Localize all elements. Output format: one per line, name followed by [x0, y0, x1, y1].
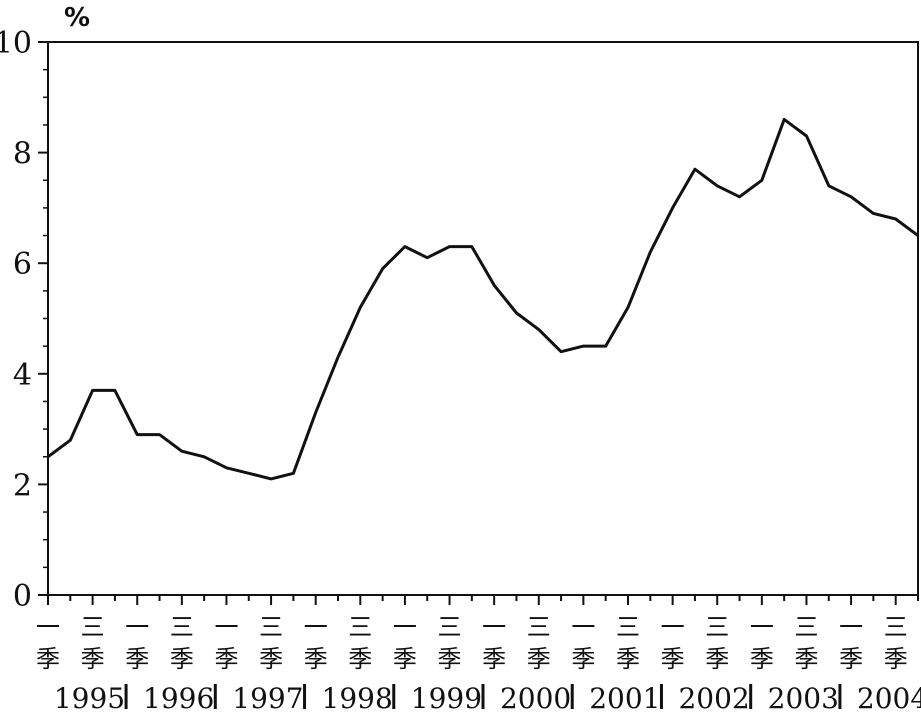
season-label: 季 — [884, 645, 908, 673]
y-tick-label: 2 — [13, 468, 32, 503]
year-label: 2000 — [500, 682, 571, 712]
year-label: 1997 — [232, 682, 303, 712]
quarter-label: 三 — [884, 613, 908, 641]
quarter-label: 三 — [705, 613, 729, 641]
season-label: 季 — [571, 645, 595, 673]
season-label: 季 — [304, 645, 328, 673]
season-label: 季 — [81, 645, 105, 673]
plot-area: 0246810一季三季一季三季一季三季一季三季一季三季一季三季一季三季一季三季一… — [0, 26, 921, 712]
quarter-label: 一 — [36, 613, 60, 641]
quarter-label: 三 — [170, 613, 194, 641]
y-tick-label: 4 — [13, 358, 32, 393]
quarter-label: 一 — [571, 613, 595, 641]
season-label: 季 — [438, 645, 462, 673]
y-tick-label: 8 — [13, 137, 32, 172]
y-unit-label: % — [64, 3, 90, 33]
quarter-label: 三 — [81, 613, 105, 641]
year-label: 1999 — [411, 682, 482, 712]
series-line-0 — [47, 117, 919, 481]
quarter-label: 三 — [259, 613, 283, 641]
season-label: 季 — [348, 645, 372, 673]
year-label: 2003 — [768, 682, 839, 712]
year-label: 1995 — [54, 682, 125, 712]
season-label: 季 — [616, 645, 640, 673]
year-label: 1996 — [143, 682, 214, 712]
season-label: 季 — [125, 645, 149, 673]
quarter-label: 一 — [214, 613, 238, 641]
season-label: 季 — [36, 645, 60, 673]
season-label: 季 — [214, 645, 238, 673]
season-label: 季 — [794, 645, 818, 673]
quarter-label: 三 — [616, 613, 640, 641]
y-tick-label: 10 — [0, 26, 32, 61]
quarter-label: 一 — [661, 613, 685, 641]
season-label: 季 — [705, 645, 729, 673]
quarter-label: 一 — [304, 613, 328, 641]
quarter-label: 一 — [839, 613, 863, 641]
season-label: 季 — [170, 645, 194, 673]
year-label: 2001 — [589, 682, 660, 712]
y-tick-label: 0 — [13, 579, 32, 614]
year-label: 1998 — [322, 682, 393, 712]
quarter-label: 一 — [750, 613, 774, 641]
quarter-label: 三 — [348, 613, 372, 641]
quarter-label: 一 — [482, 613, 506, 641]
season-label: 季 — [259, 645, 283, 673]
y-tick-label: 6 — [13, 247, 32, 282]
season-label: 季 — [661, 645, 685, 673]
season-label: 季 — [393, 645, 417, 673]
season-label: 季 — [527, 645, 551, 673]
quarter-label: 三 — [438, 613, 462, 641]
quarter-label: 三 — [527, 613, 551, 641]
season-label: 季 — [839, 645, 863, 673]
year-label: 2002 — [678, 682, 749, 712]
season-label: 季 — [750, 645, 774, 673]
quarter-label: 一 — [125, 613, 149, 641]
season-label: 季 — [482, 645, 506, 673]
quarter-label: 三 — [794, 613, 818, 641]
plot-frame — [47, 41, 919, 596]
year-label: 2004 — [857, 682, 921, 712]
quarter-label: 一 — [393, 613, 417, 641]
